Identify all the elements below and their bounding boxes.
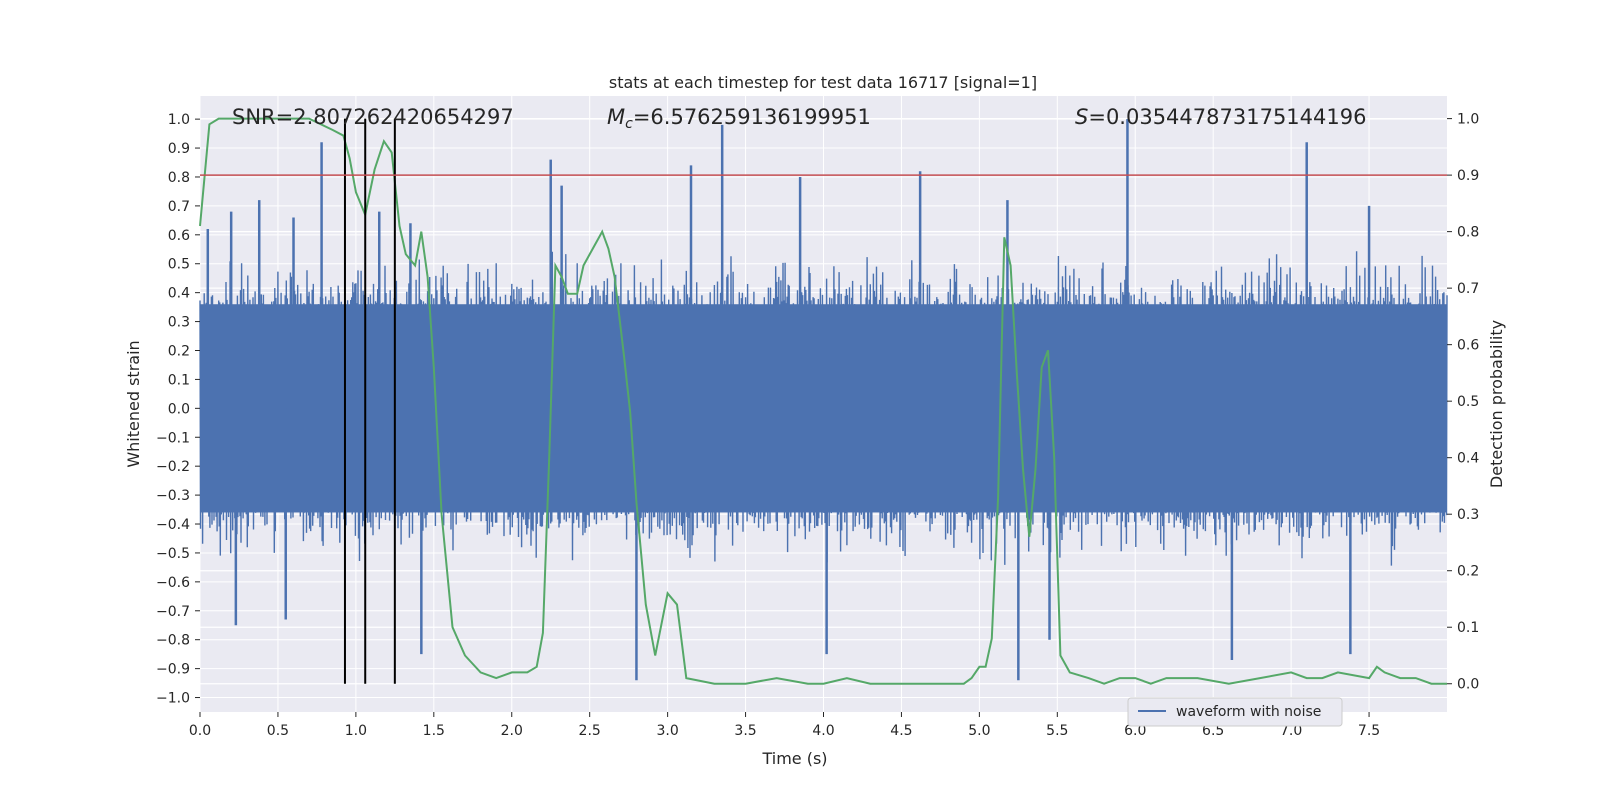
y-tick-label: −0.9 xyxy=(156,662,190,678)
y2-tick-label: 0.0 xyxy=(1457,677,1479,693)
waveform-core-band xyxy=(200,304,1447,513)
legend-box xyxy=(1127,697,1343,727)
y-tick-label: 0.8 xyxy=(168,170,190,186)
x-tick-label: 5.5 xyxy=(1046,723,1068,739)
s-annotation: S=0.035447873175144196 xyxy=(1075,105,1366,129)
y-tick-label: 0.9 xyxy=(168,141,190,157)
y-tick-label: 0.3 xyxy=(168,315,190,331)
legend: waveform with noise xyxy=(1127,697,1343,727)
x-tick-label: 6.5 xyxy=(1202,723,1224,739)
y2-tick-label: 0.8 xyxy=(1457,225,1479,241)
chirp-mass-annotation: Mc=6.576259136199951 xyxy=(607,105,871,132)
y-tick-label: 0.1 xyxy=(168,372,190,388)
y-axis-label: Whitened strain xyxy=(124,340,143,467)
x-tick-label: 0.5 xyxy=(267,723,289,739)
y-tick-label: −0.7 xyxy=(156,604,190,620)
y2-tick-label: 1.0 xyxy=(1457,112,1479,128)
x-tick-label: 3.0 xyxy=(656,723,678,739)
x-tick-label: 4.0 xyxy=(812,723,834,739)
waveform-series xyxy=(199,119,1448,681)
y-tick-label: −0.6 xyxy=(156,575,190,591)
chirp-mass-symbol: M xyxy=(607,105,625,129)
x-tick-label: 2.5 xyxy=(579,723,601,739)
x-tick-label: 7.0 xyxy=(1280,723,1302,739)
x-axis-label: Time (s) xyxy=(761,749,827,768)
y-tick-label: 0.0 xyxy=(168,401,190,417)
y-tick-label: −0.8 xyxy=(156,633,190,649)
x-tick-label: 3.5 xyxy=(734,723,756,739)
y-tick-label: −0.3 xyxy=(156,488,190,504)
legend-label-waveform: waveform with noise xyxy=(1176,704,1321,720)
probability-series xyxy=(199,117,1447,685)
y2-axis-label: Detection probability xyxy=(1487,320,1506,488)
y-tick-label: −0.4 xyxy=(156,517,190,533)
y2-tick-label: 0.4 xyxy=(1457,451,1479,467)
y-tick-label: 0.6 xyxy=(168,228,190,244)
x-tick-label: 0.0 xyxy=(189,723,211,739)
y-tick-label: 0.2 xyxy=(168,343,190,359)
y-tick-label: 1.0 xyxy=(168,112,190,128)
snr-annotation: SNR=2.807262420654297 xyxy=(232,105,514,129)
y-tick-label: 0.5 xyxy=(168,257,190,273)
chart-title: stats at each timestep for test data 167… xyxy=(609,73,1037,92)
x-tick-label: 1.0 xyxy=(345,723,367,739)
y2-tick-label: 0.3 xyxy=(1457,507,1479,523)
x-tick-label: 4.5 xyxy=(890,723,912,739)
y-tick-label: −0.2 xyxy=(156,459,190,475)
y-tick-label: −0.5 xyxy=(156,546,190,562)
s-symbol: S xyxy=(1075,105,1088,129)
x-tick-label: 6.0 xyxy=(1124,723,1146,739)
y2-tick-label: 0.7 xyxy=(1457,281,1479,297)
x-tick-label: 2.0 xyxy=(501,723,523,739)
x-tick-label: 1.5 xyxy=(423,723,445,739)
right-y-axis: 1.0 0.9 0.8 0.7 0.6 0.5 0.4 0.3 0.2 0.1 0.0 xyxy=(1447,112,1479,693)
x-axis: 0.0 0.5 1.0 1.5 2.0 2.5 3.0 3.5 4.0 4.5 5.0 5.5 6.0 6… xyxy=(189,712,1380,739)
y2-tick-label: 0.1 xyxy=(1457,620,1479,636)
probability-line xyxy=(199,117,1447,685)
y-tick-label: −1.0 xyxy=(156,691,190,707)
y-tick-label: 0.4 xyxy=(168,286,190,302)
chirp-mass-subscript: c xyxy=(625,116,633,132)
x-tick-label: 7.5 xyxy=(1358,723,1380,739)
left-y-axis: 1.0 0.9 0.8 0.7 0.6 0.5 0.4 0.3 0.2 0.1 0.0 −0.1 −0.… xyxy=(156,112,200,707)
chirp-mass-value: =6.576259136199951 xyxy=(633,105,871,129)
y2-tick-label: 0.5 xyxy=(1457,394,1479,410)
y-tick-label: −0.1 xyxy=(156,430,190,446)
y2-tick-label: 0.2 xyxy=(1457,564,1479,580)
x-tick-label: 5.0 xyxy=(968,723,990,739)
plot-area xyxy=(199,96,1448,712)
y2-tick-label: 0.6 xyxy=(1457,338,1479,354)
y-tick-label: 0.7 xyxy=(168,199,190,215)
y2-tick-label: 0.9 xyxy=(1457,168,1479,184)
event-markers xyxy=(343,118,396,684)
s-value: =0.035447873175144196 xyxy=(1088,105,1366,129)
